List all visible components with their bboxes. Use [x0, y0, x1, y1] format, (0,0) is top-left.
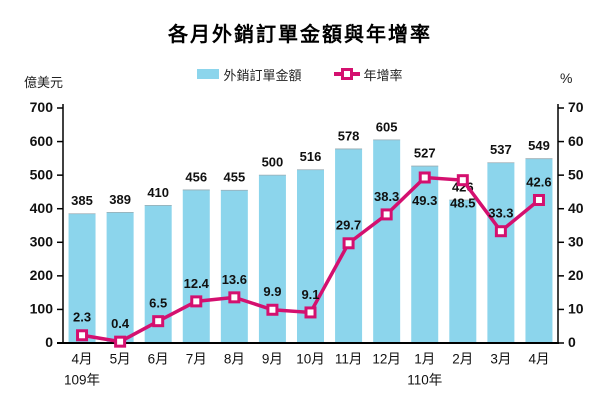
bar-value-label: 605	[376, 119, 398, 134]
legend-item-bar: 外銷訂單金額	[197, 65, 302, 84]
bar	[449, 199, 477, 343]
x-axis-label: 8月	[224, 352, 245, 367]
chart-title: 各月外銷訂單金額與年增率	[168, 24, 432, 46]
bar-value-label: 455	[223, 170, 245, 185]
right-axis-unit-label: %	[560, 70, 573, 86]
line-marker	[380, 208, 393, 221]
x-axis-label: 11月	[335, 352, 363, 367]
line-marker	[152, 315, 165, 328]
line-value-label: 12.4	[184, 276, 210, 291]
x-axis-label: 2月	[452, 352, 473, 367]
year-label: 109年	[64, 373, 100, 388]
left-axis-tick-label: 0	[45, 334, 53, 350]
left-axis-tick-label: 500	[30, 166, 54, 182]
line-value-label: 9.1	[301, 287, 319, 302]
legend-label-line: 年增率	[363, 67, 403, 83]
bar	[68, 213, 96, 343]
bar	[220, 190, 248, 343]
bar-value-label: 516	[300, 149, 322, 164]
line-value-label: 6.5	[149, 296, 167, 311]
line-value-label: 9.9	[263, 284, 281, 299]
line-marker	[456, 174, 469, 187]
line-marker	[114, 335, 127, 348]
x-axis-label: 9月	[262, 352, 283, 367]
bar	[182, 189, 210, 343]
right-axis-tick-label: 60	[568, 133, 584, 149]
right-axis-tick-label: 20	[568, 267, 584, 283]
bar-value-label: 410	[147, 185, 169, 200]
line-marker	[266, 303, 279, 316]
line-value-label: 0.4	[111, 316, 130, 331]
line-value-label: 38.3	[374, 189, 399, 204]
right-axis-tick-label: 40	[568, 200, 584, 216]
bar-value-label: 385	[71, 193, 93, 208]
line-marker-icon	[333, 68, 360, 80]
left-axis-tick-label: 400	[30, 200, 54, 216]
x-axis-label: 10月	[296, 352, 325, 367]
right-axis-tick-label: 50	[568, 166, 584, 182]
bar	[411, 166, 439, 343]
line-value-label: 29.7	[336, 218, 361, 233]
bar	[525, 158, 553, 343]
left-axis-tick-label: 200	[30, 267, 54, 283]
line-marker	[418, 171, 431, 184]
x-axis-label: 12月	[372, 352, 401, 367]
x-axis-label: 6月	[148, 352, 169, 367]
bar-value-label: 389	[109, 192, 131, 207]
left-axis-tick-label: 100	[30, 301, 54, 317]
bar-value-label: 578	[338, 128, 360, 143]
line-marker	[228, 291, 241, 304]
line-marker	[76, 329, 89, 342]
line-marker	[532, 193, 545, 206]
x-axis-label: 4月	[72, 352, 93, 367]
x-axis-label: 4月	[528, 352, 549, 367]
line-marker	[342, 237, 355, 250]
line-value-label: 49.3	[412, 193, 437, 208]
right-axis-tick-label: 30	[568, 233, 584, 249]
bar-value-label: 456	[185, 169, 207, 184]
line-value-label: 33.3	[488, 206, 513, 221]
year-label: 110年	[407, 373, 442, 388]
legend-label-bar: 外銷訂單金額	[223, 67, 302, 83]
left-axis-tick-label: 700	[30, 99, 54, 115]
bar-value-label: 527	[414, 146, 436, 161]
x-axis-label: 7月	[186, 352, 207, 367]
left-axis-tick-label: 600	[30, 133, 54, 149]
bar	[373, 139, 401, 343]
left-axis-unit-label: 億美元	[24, 75, 64, 90]
right-axis-tick-label: 70	[568, 99, 584, 115]
line-value-label: 48.5	[450, 196, 475, 211]
right-axis-tick-label: 0	[568, 334, 576, 350]
line-marker	[190, 295, 203, 308]
right-axis-tick-label: 10	[568, 301, 584, 317]
line-value-label: 2.3	[73, 310, 91, 325]
line-marker	[494, 225, 507, 238]
line-value-label: 13.6	[222, 272, 247, 287]
line-marker	[304, 306, 317, 319]
legend-item-line: 年增率	[333, 65, 403, 84]
legend: 外銷訂單金額 年增率	[0, 65, 600, 83]
bar	[258, 175, 286, 343]
x-axis-label: 3月	[490, 352, 511, 367]
bar-value-label: 549	[528, 138, 550, 153]
bar-swatch-icon	[197, 69, 220, 79]
bar-value-label: 500	[262, 155, 284, 170]
x-axis-label: 5月	[110, 352, 131, 367]
x-axis-label: 1月	[414, 352, 435, 367]
left-axis-tick-label: 300	[30, 233, 54, 249]
bar-value-label: 537	[490, 142, 512, 157]
line-value-label: 42.6	[526, 174, 551, 189]
bar	[106, 212, 134, 343]
bar	[487, 162, 515, 343]
